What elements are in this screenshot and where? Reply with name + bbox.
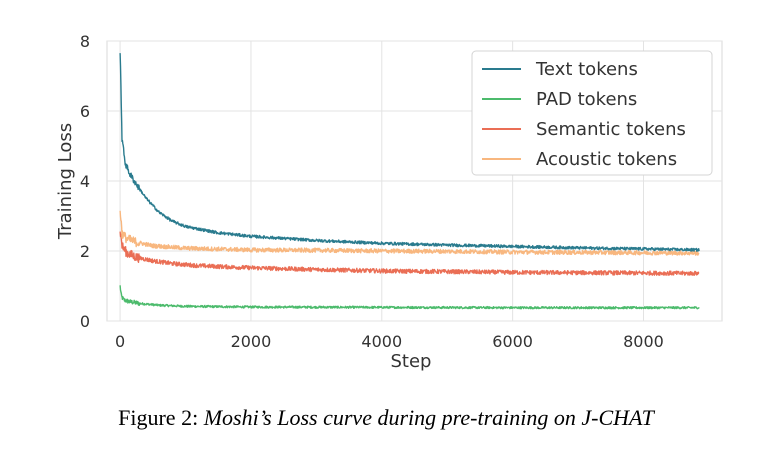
y-tick-label: 6	[80, 102, 90, 121]
legend-label: PAD tokens	[536, 89, 637, 110]
y-tick-label: 2	[80, 242, 90, 261]
x-tick-label: 4000	[361, 332, 402, 351]
caption-title: Moshi’s Loss curve during pre-training o…	[203, 405, 654, 430]
x-tick-label: 8000	[623, 332, 664, 351]
series-line-acoustic-tokens	[119, 210, 700, 256]
figure-caption: Figure 2: Moshi’s Loss curve during pre-…	[0, 405, 772, 431]
legend: Text tokens PAD tokens Semantic tokens Acou…	[471, 50, 713, 176]
x-axis-label: Step	[391, 351, 432, 372]
x-tick-label: 6000	[492, 332, 533, 351]
x-tick-label: 0	[115, 332, 125, 351]
legend-label: Acoustic tokens	[536, 149, 677, 170]
legend-label: Semantic tokens	[536, 119, 686, 140]
series-line-text-tokens	[119, 53, 700, 252]
y-axis-label: Training Loss	[55, 123, 76, 240]
x-tick-label: 2000	[231, 332, 272, 351]
y-tick-label: 8	[80, 32, 90, 51]
caption-label: Figure 2:	[118, 405, 199, 430]
series-line-pad-tokens	[119, 285, 700, 310]
y-tick-label: 0	[80, 312, 90, 331]
y-tick-label: 4	[80, 172, 90, 191]
legend-label: Text tokens	[535, 59, 638, 80]
series-layer	[119, 53, 700, 310]
series-line-semantic-tokens	[119, 231, 700, 276]
tick-labels: 0 2000 4000 6000 8000 0 2 4 6 8	[80, 32, 664, 351]
legend-box	[471, 50, 713, 176]
loss-chart: 0 2000 4000 6000 8000 0 2 4 6 8 Step Training Los…	[55, 32, 723, 372]
